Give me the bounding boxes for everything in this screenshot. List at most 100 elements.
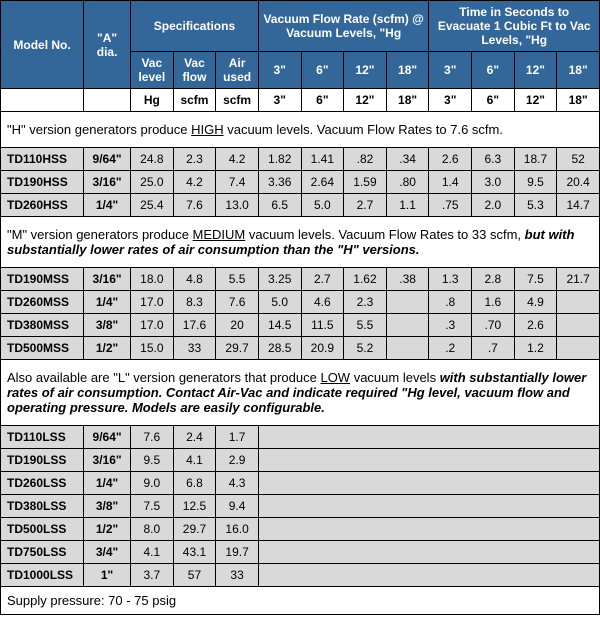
cell-f12: 5.2 (344, 337, 387, 360)
cell-f12: 2.7 (344, 194, 387, 217)
cell-empty (258, 564, 599, 587)
col-dia: "A" dia. (84, 1, 131, 89)
table-row: TD500LSS1/2"8.029.716.0 (1, 518, 600, 541)
unit-scfm2: scfm (216, 89, 259, 112)
cell-model: TD500LSS (1, 518, 84, 541)
cell-e3: .8 (429, 291, 472, 314)
table-row: TD190LSS3/16"9.54.12.9 (1, 449, 600, 472)
cell-au: 1.7 (216, 426, 259, 449)
cell-e6: 1.6 (472, 291, 515, 314)
cell-vf: 17.6 (173, 314, 216, 337)
cell-e12: 7.5 (514, 268, 557, 291)
cell-vf: 29.7 (173, 518, 216, 541)
cell-dia: 3/16" (84, 449, 131, 472)
cell-dia: 9/64" (84, 426, 131, 449)
cell-f12: .82 (344, 148, 387, 171)
table-row: TD380MSS3/8"17.017.62014.511.55.5.3.702.… (1, 314, 600, 337)
col-air-used: Air used (216, 52, 259, 89)
spec-table: Model No. "A" dia. Specifications Vacuum… (0, 0, 600, 615)
col-model: Model No. (1, 1, 84, 89)
unit-vf-6: 6" (301, 89, 344, 112)
cell-e18 (557, 337, 600, 360)
cell-au: 4.2 (216, 148, 259, 171)
table-row: TD260HSS1/4"25.47.613.06.55.02.71.1.752.… (1, 194, 600, 217)
cell-empty (258, 518, 599, 541)
cell-empty (258, 541, 599, 564)
units-row: Hg scfm scfm 3" 6" 12" 18" 3" 6" 12" 18" (1, 89, 600, 112)
cell-f3: 1.82 (258, 148, 301, 171)
cell-e6: 2.0 (472, 194, 515, 217)
col-vac-flow: Vac flow (173, 52, 216, 89)
col-vf-6: 6" (301, 52, 344, 89)
col-vfr-group: Vacuum Flow Rate (scfm) @ Vacuum Levels,… (258, 1, 429, 52)
note-l: Also available are "L" version generator… (1, 360, 600, 426)
table-row: TD750LSS3/4"4.143.119.7 (1, 541, 600, 564)
cell-vl: 15.0 (131, 337, 174, 360)
cell-f18 (386, 314, 429, 337)
cell-vl: 8.0 (131, 518, 174, 541)
table-row: TD1000LSS1"3.75733 (1, 564, 600, 587)
cell-e12: 2.6 (514, 314, 557, 337)
cell-vf: 7.6 (173, 194, 216, 217)
cell-model: TD380LSS (1, 495, 84, 518)
unit-vf-12: 12" (344, 89, 387, 112)
cell-e12: 4.9 (514, 291, 557, 314)
cell-empty (258, 449, 599, 472)
cell-model: TD750LSS (1, 541, 84, 564)
cell-au: 9.4 (216, 495, 259, 518)
col-vf-3: 3" (258, 52, 301, 89)
cell-f18: .38 (386, 268, 429, 291)
cell-f12: 1.62 (344, 268, 387, 291)
cell-f18: .80 (386, 171, 429, 194)
cell-model: TD190HSS (1, 171, 84, 194)
cell-vl: 17.0 (131, 314, 174, 337)
cell-e18 (557, 291, 600, 314)
cell-dia: 3/8" (84, 495, 131, 518)
cell-dia: 3/16" (84, 171, 131, 194)
col-spec-group: Specifications (131, 1, 259, 52)
cell-f12: 2.3 (344, 291, 387, 314)
cell-vf: 6.8 (173, 472, 216, 495)
cell-e12: 18.7 (514, 148, 557, 171)
cell-au: 5.5 (216, 268, 259, 291)
cell-e12: 1.2 (514, 337, 557, 360)
cell-au: 2.9 (216, 449, 259, 472)
cell-vl: 17.0 (131, 291, 174, 314)
cell-e18: 20.4 (557, 171, 600, 194)
cell-model: TD500MSS (1, 337, 84, 360)
cell-vf: 12.5 (173, 495, 216, 518)
cell-vf: 4.2 (173, 171, 216, 194)
cell-model: TD1000LSS (1, 564, 84, 587)
unit-vf-18: 18" (386, 89, 429, 112)
cell-vl: 25.4 (131, 194, 174, 217)
cell-au: 29.7 (216, 337, 259, 360)
col-ev-12: 12" (514, 52, 557, 89)
cell-au: 7.6 (216, 291, 259, 314)
cell-f6: 2.64 (301, 171, 344, 194)
cell-f3: 3.36 (258, 171, 301, 194)
cell-au: 19.7 (216, 541, 259, 564)
cell-vf: 4.1 (173, 449, 216, 472)
cell-vf: 4.8 (173, 268, 216, 291)
cell-vl: 3.7 (131, 564, 174, 587)
cell-f18: 1.1 (386, 194, 429, 217)
cell-f3: 28.5 (258, 337, 301, 360)
cell-f6: 11.5 (301, 314, 344, 337)
col-ev-18: 18" (557, 52, 600, 89)
cell-f18 (386, 291, 429, 314)
cell-vf: 2.4 (173, 426, 216, 449)
cell-f3: 6.5 (258, 194, 301, 217)
table-row: TD260MSS1/4"17.08.37.65.04.62.3.81.64.9 (1, 291, 600, 314)
cell-f3: 5.0 (258, 291, 301, 314)
cell-dia: 3/16" (84, 268, 131, 291)
cell-vl: 24.8 (131, 148, 174, 171)
table-row: TD500MSS1/2"15.03329.728.520.95.2.2.71.2 (1, 337, 600, 360)
cell-au: 33 (216, 564, 259, 587)
cell-vf: 43.1 (173, 541, 216, 564)
table-row: TD110HSS9/64"24.82.34.21.821.41.82.342.6… (1, 148, 600, 171)
cell-dia: 1/4" (84, 194, 131, 217)
footer-row: Supply pressure: 70 - 75 psig (1, 587, 600, 615)
note-m: "M" version generators produce MEDIUM va… (1, 217, 600, 268)
cell-f12: 1.59 (344, 171, 387, 194)
col-vf-18: 18" (386, 52, 429, 89)
